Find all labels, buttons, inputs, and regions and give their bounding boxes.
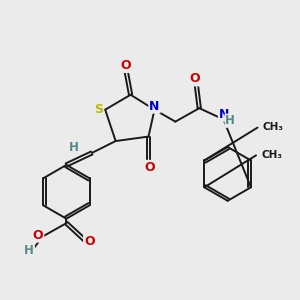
Text: O: O (84, 235, 95, 248)
Text: O: O (190, 72, 200, 86)
Text: S: S (94, 103, 103, 116)
Text: CH₃: CH₃ (261, 150, 282, 161)
Text: H: H (69, 140, 79, 154)
Text: O: O (33, 229, 43, 242)
Text: O: O (121, 59, 131, 72)
Text: CH₃: CH₃ (263, 122, 284, 132)
Text: H: H (24, 244, 34, 256)
Text: O: O (145, 161, 155, 174)
Text: N: N (219, 108, 229, 121)
Text: N: N (149, 100, 160, 112)
Text: H: H (225, 114, 235, 127)
